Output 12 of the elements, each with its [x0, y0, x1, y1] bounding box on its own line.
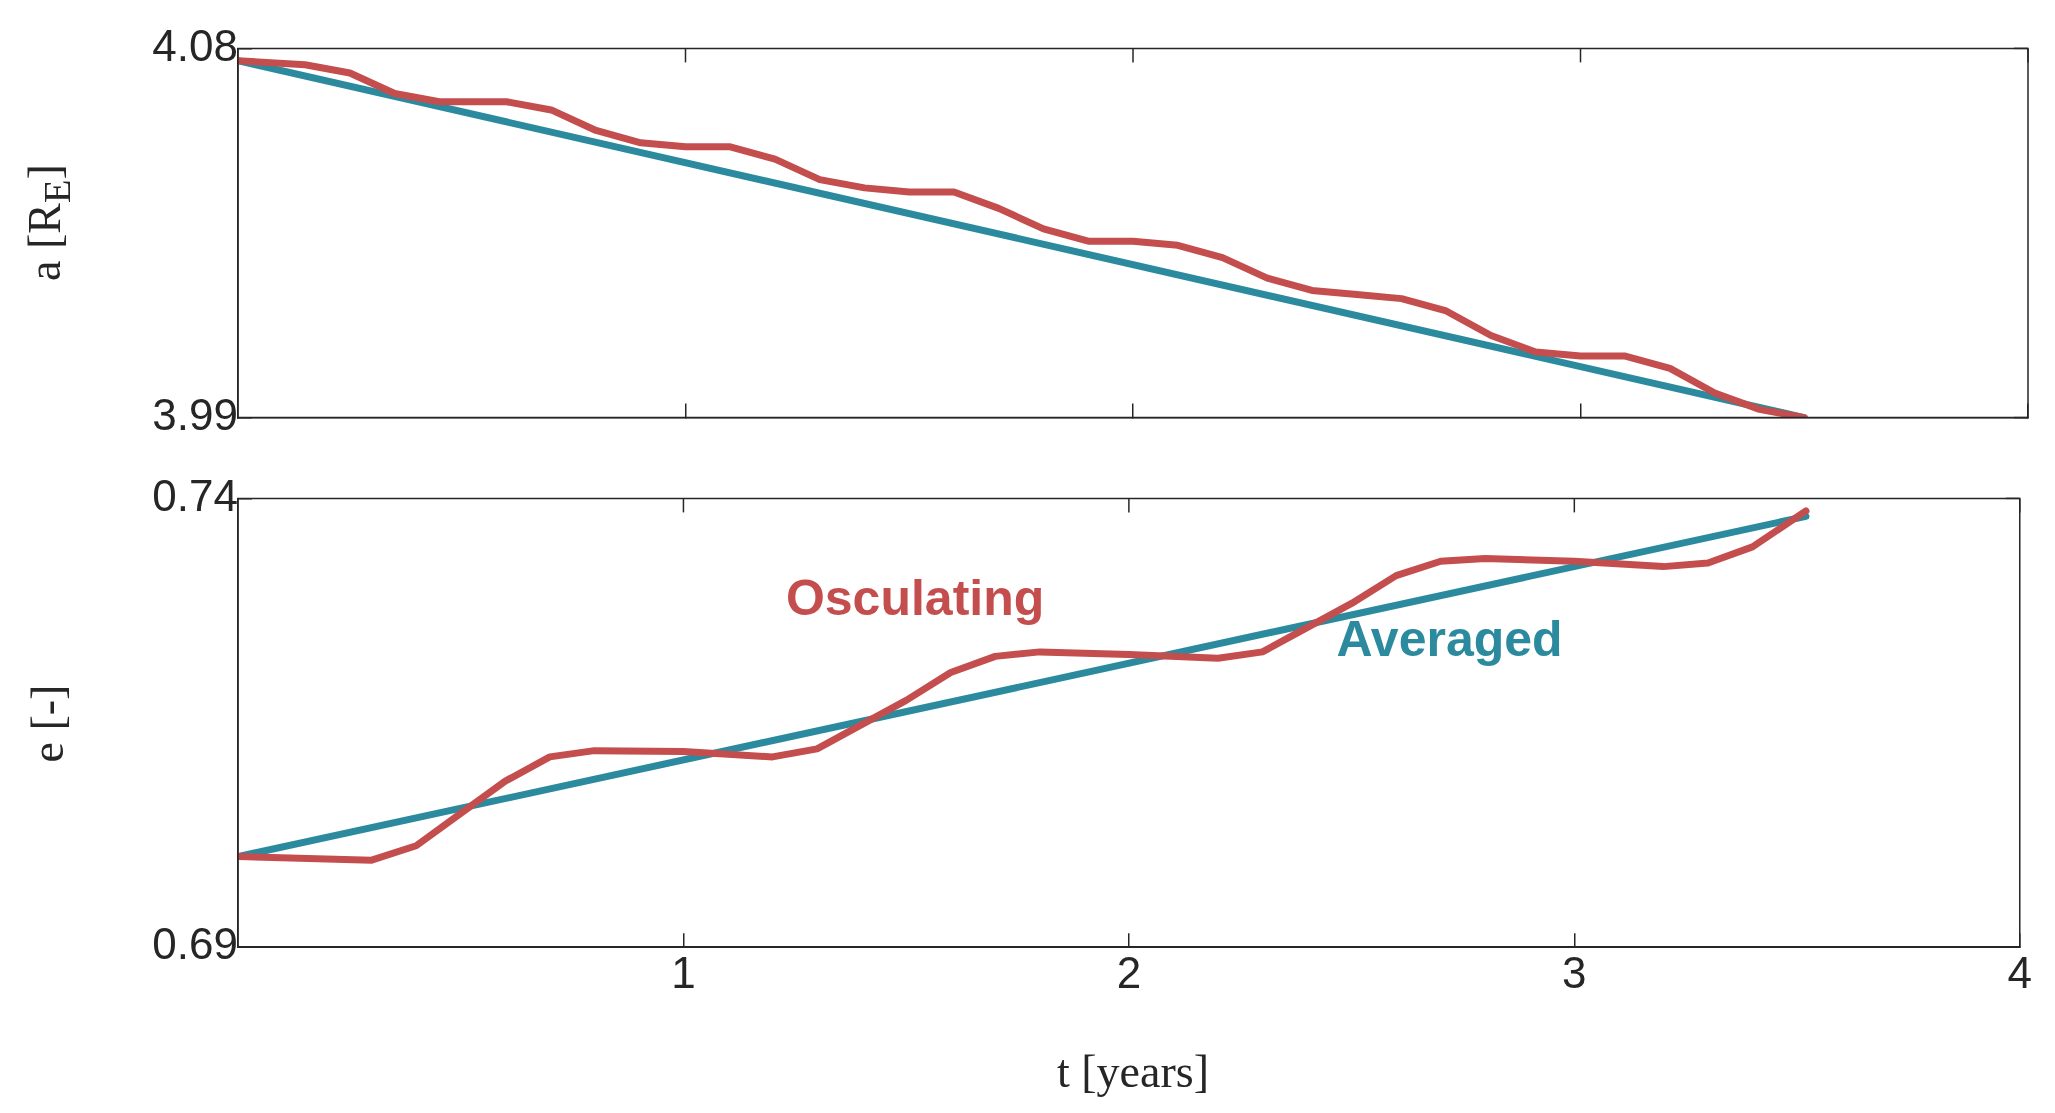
x-tick-label: 1 [671, 947, 696, 997]
y-axis-title: e [-] [21, 684, 75, 762]
x-tick-label: 3 [1562, 947, 1587, 997]
series-label: Averaged [1336, 610, 1563, 667]
x-tick-label: 4 [2007, 947, 2033, 997]
series-label: Osculating [785, 570, 1045, 627]
x-axis-title: t [years] [1056, 1045, 1210, 1098]
y-tick-label: 0.69 [152, 919, 238, 969]
x-tick-label: 2 [1116, 947, 1142, 997]
y-tick-label: 3.99 [152, 389, 238, 439]
y-tick-label: 0.74 [152, 470, 238, 520]
y-tick-label: 4.08 [152, 20, 238, 70]
